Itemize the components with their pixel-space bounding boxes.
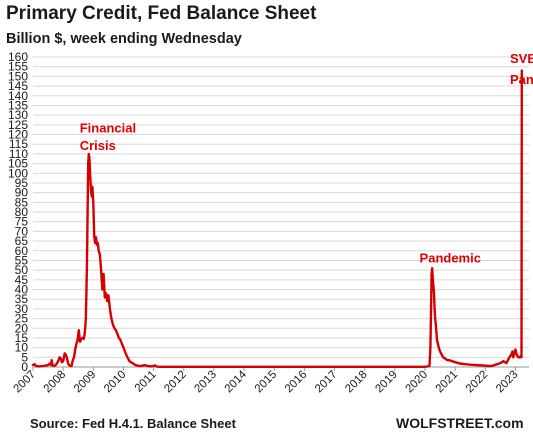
x-tick-label-2016: 2016 [283, 369, 310, 396]
x-tick-label-2023: 2023 [494, 369, 521, 396]
y-tick-label-40: 40 [15, 283, 29, 297]
series-line-0 [31, 69, 523, 368]
x-tick-label-2008: 2008 [42, 369, 69, 396]
chart-title: Primary Credit, Fed Balance Sheet [6, 3, 317, 24]
grid [33, 56, 529, 368]
y-tick-label-150: 150 [8, 69, 28, 83]
y-tick-label-15: 15 [15, 331, 29, 345]
y-tick-label-120: 120 [8, 128, 28, 142]
y-tick-label-65: 65 [15, 234, 29, 248]
x-tick-label-2010: 2010 [102, 369, 129, 396]
annotation-0: Financial [80, 121, 136, 136]
x-tick-label-2015: 2015 [253, 369, 280, 396]
x-tick-label-2021: 2021 [434, 369, 461, 396]
source-note: Source: Fed H.4.1. Balance Sheet [30, 416, 236, 431]
brand-label: WOLFSTREET.com [396, 415, 524, 431]
y-tick-label-45: 45 [15, 273, 29, 287]
y-tick-label-100: 100 [8, 166, 28, 180]
y-tick-label-5: 5 [21, 350, 28, 364]
y-tick-label-70: 70 [15, 224, 29, 238]
y-tick-label-155: 155 [8, 60, 28, 74]
x-tick-label-2020: 2020 [404, 369, 431, 396]
y-tick-label-115: 115 [9, 137, 28, 151]
y-tick-label-80: 80 [15, 205, 29, 219]
y-tick-label-160: 160 [8, 50, 28, 64]
x-tick-label-2018: 2018 [343, 369, 370, 396]
annotations: Financial Crisis Pandemic SVB Bank Panic [80, 51, 533, 266]
x-tick-label-2011: 2011 [133, 369, 159, 395]
x-axis: 2007 2008 2009 2010 2011 2012 2013 2014 2015 2016… [12, 367, 521, 395]
annotation-3: SVB Bank [510, 51, 533, 66]
x-tick-label-2007: 2007 [12, 369, 39, 396]
y-tick-label-60: 60 [15, 244, 29, 258]
y-tick-label-85: 85 [15, 195, 29, 209]
y-tick-label-140: 140 [8, 89, 28, 103]
y-axis: 0510152025303540455055606570758085909510… [8, 50, 28, 374]
y-tick-label-75: 75 [15, 215, 29, 229]
y-tick-label-25: 25 [15, 312, 29, 326]
annotation-1: Crisis [80, 138, 116, 153]
y-tick-label-20: 20 [15, 321, 29, 335]
x-tick-label-2022: 2022 [464, 369, 491, 396]
y-tick-label-145: 145 [8, 79, 28, 93]
chart-subtitle: Billion $, week ending Wednesday [6, 31, 242, 47]
x-tick-label-2017: 2017 [313, 369, 340, 396]
y-tick-label-10: 10 [15, 341, 29, 355]
x-tick-label-2014: 2014 [223, 368, 250, 395]
y-tick-label-125: 125 [8, 118, 28, 132]
y-tick-label-55: 55 [15, 253, 29, 267]
y-tick-label-105: 105 [8, 157, 28, 171]
y-tick-label-95: 95 [15, 176, 29, 190]
x-tick-label-2009: 2009 [72, 369, 99, 396]
annotation-2: Pandemic [420, 250, 481, 265]
y-tick-label-50: 50 [15, 263, 29, 277]
y-tick-label-110: 110 [9, 147, 28, 161]
x-tick-label-2013: 2013 [192, 369, 219, 396]
x-tick-label-2019: 2019 [373, 369, 400, 396]
y-tick-label-135: 135 [8, 98, 28, 112]
series [31, 69, 523, 368]
annotation-4: Panic [510, 72, 533, 87]
y-tick-label-0: 0 [21, 360, 28, 374]
y-tick-label-35: 35 [15, 292, 29, 306]
x-tick-label-2012: 2012 [162, 369, 189, 396]
y-tick-label-90: 90 [15, 186, 29, 200]
y-tick-label-130: 130 [8, 108, 28, 122]
y-tick-label-30: 30 [15, 302, 29, 316]
